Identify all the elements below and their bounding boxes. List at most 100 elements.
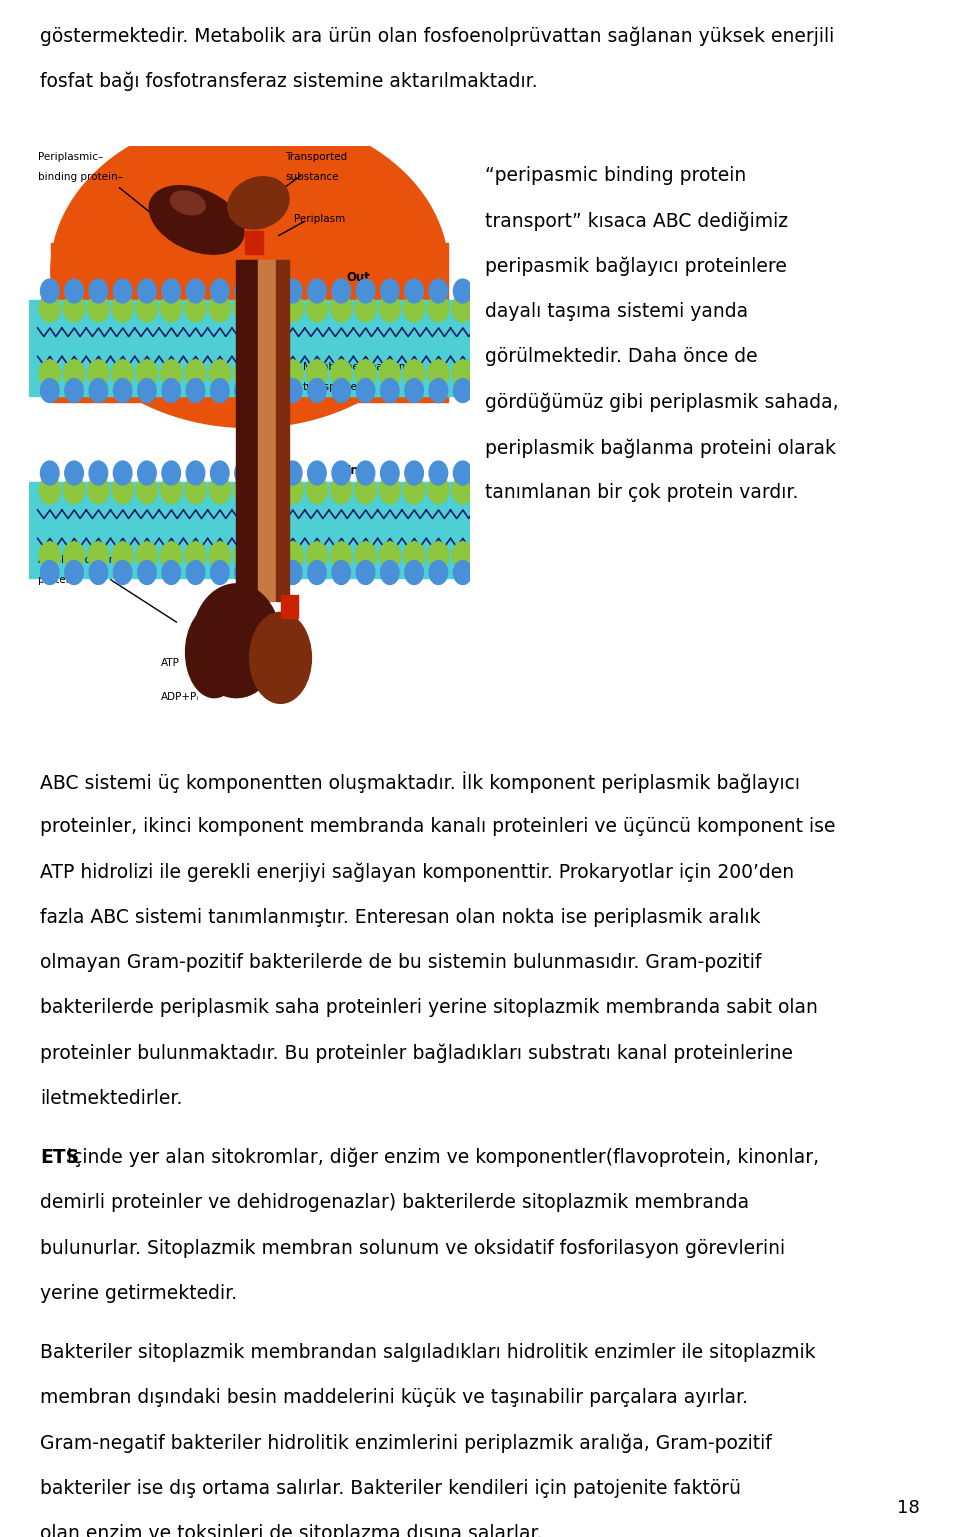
Circle shape bbox=[453, 461, 472, 486]
Circle shape bbox=[137, 461, 156, 486]
Circle shape bbox=[136, 360, 157, 387]
Circle shape bbox=[210, 378, 229, 403]
Circle shape bbox=[429, 461, 447, 486]
Circle shape bbox=[330, 295, 351, 321]
Circle shape bbox=[258, 476, 279, 504]
Circle shape bbox=[63, 543, 84, 569]
Circle shape bbox=[209, 543, 230, 569]
Circle shape bbox=[332, 280, 350, 303]
Bar bbox=[245, 231, 263, 254]
Circle shape bbox=[137, 280, 156, 303]
Text: 18: 18 bbox=[897, 1499, 920, 1517]
Circle shape bbox=[64, 461, 84, 486]
Circle shape bbox=[307, 378, 326, 403]
Circle shape bbox=[258, 295, 279, 321]
Circle shape bbox=[332, 461, 350, 486]
Circle shape bbox=[380, 378, 399, 403]
Text: Gram-negatif bakteriler hidrolitik enzimlerini periplazmik aralığa, Gram-pozitif: Gram-negatif bakteriler hidrolitik enzim… bbox=[40, 1434, 772, 1452]
Circle shape bbox=[112, 295, 133, 321]
Circle shape bbox=[356, 461, 374, 486]
Circle shape bbox=[453, 280, 472, 303]
Text: protein: protein bbox=[37, 575, 75, 586]
Text: olmayan Gram-pozitif bakterilerde de bu sistemin bulunmasıdır. Gram-pozitif: olmayan Gram-pozitif bakterilerde de bu … bbox=[40, 953, 761, 971]
Circle shape bbox=[39, 476, 60, 504]
Circle shape bbox=[259, 280, 277, 303]
Ellipse shape bbox=[250, 612, 311, 704]
Text: ATP–hydrolyzing: ATP–hydrolyzing bbox=[37, 555, 123, 566]
Circle shape bbox=[162, 561, 180, 584]
Circle shape bbox=[113, 280, 132, 303]
Circle shape bbox=[186, 378, 204, 403]
Circle shape bbox=[355, 476, 376, 504]
Text: Bakteriler sitoplazmik membrandan salgıladıkları hidrolitik enzimler ile sitopla: Bakteriler sitoplazmik membrandan salgıl… bbox=[40, 1343, 816, 1362]
Circle shape bbox=[40, 461, 60, 486]
Circle shape bbox=[137, 378, 156, 403]
Circle shape bbox=[356, 280, 374, 303]
Circle shape bbox=[452, 360, 473, 387]
Circle shape bbox=[405, 561, 423, 584]
Circle shape bbox=[380, 561, 399, 584]
Text: görülmektedir. Daha önce de: görülmektedir. Daha önce de bbox=[485, 347, 757, 366]
Bar bbox=[276, 260, 289, 601]
Circle shape bbox=[40, 561, 60, 584]
Circle shape bbox=[136, 476, 157, 504]
Circle shape bbox=[380, 461, 399, 486]
Text: periplasmik bağlanma proteini olarak: periplasmik bağlanma proteini olarak bbox=[485, 438, 836, 458]
Circle shape bbox=[235, 561, 253, 584]
Circle shape bbox=[63, 476, 84, 504]
Circle shape bbox=[258, 543, 279, 569]
Circle shape bbox=[160, 543, 181, 569]
Circle shape bbox=[330, 476, 351, 504]
Circle shape bbox=[209, 476, 230, 504]
Circle shape bbox=[186, 561, 204, 584]
Circle shape bbox=[87, 295, 108, 321]
Circle shape bbox=[330, 360, 351, 387]
Circle shape bbox=[428, 360, 449, 387]
Text: binding protein–: binding protein– bbox=[37, 172, 123, 181]
Circle shape bbox=[379, 295, 400, 321]
Circle shape bbox=[235, 378, 253, 403]
Circle shape bbox=[282, 360, 303, 387]
Text: demirli proteinler ve dehidrogenazlar) bakterilerde sitoplazmik membranda: demirli proteinler ve dehidrogenazlar) b… bbox=[40, 1193, 750, 1213]
Circle shape bbox=[380, 280, 399, 303]
Circle shape bbox=[40, 280, 60, 303]
Circle shape bbox=[113, 461, 132, 486]
Circle shape bbox=[112, 360, 133, 387]
Circle shape bbox=[87, 543, 108, 569]
Text: gördüğümüz gibi periplasmik sahada,: gördüğümüz gibi periplasmik sahada, bbox=[485, 392, 838, 412]
Text: ATP: ATP bbox=[161, 658, 180, 669]
Circle shape bbox=[355, 543, 376, 569]
Circle shape bbox=[233, 476, 254, 504]
Circle shape bbox=[136, 295, 157, 321]
Circle shape bbox=[332, 378, 350, 403]
Circle shape bbox=[258, 360, 279, 387]
Bar bbox=[29, 300, 470, 397]
Circle shape bbox=[379, 360, 400, 387]
Circle shape bbox=[112, 543, 133, 569]
Ellipse shape bbox=[228, 177, 289, 229]
Text: olan enzim ve toksinleri de sitoplazma dışına salarlar.: olan enzim ve toksinleri de sitoplazma d… bbox=[40, 1525, 542, 1537]
Text: Transported: Transported bbox=[285, 152, 348, 161]
Circle shape bbox=[87, 360, 108, 387]
Circle shape bbox=[233, 295, 254, 321]
Circle shape bbox=[428, 476, 449, 504]
Circle shape bbox=[235, 461, 253, 486]
Circle shape bbox=[429, 378, 447, 403]
Circle shape bbox=[282, 543, 303, 569]
Circle shape bbox=[233, 360, 254, 387]
Circle shape bbox=[89, 378, 108, 403]
Text: göstermektedir. Metabolik ara ürün olan fosfoenolprüvattan sağlanan yüksek enerj: göstermektedir. Metabolik ara ürün olan … bbox=[40, 26, 834, 46]
Circle shape bbox=[39, 360, 60, 387]
Circle shape bbox=[453, 378, 472, 403]
Circle shape bbox=[185, 360, 206, 387]
Circle shape bbox=[356, 378, 374, 403]
Circle shape bbox=[403, 543, 424, 569]
Text: ETS: ETS bbox=[40, 1148, 80, 1167]
Circle shape bbox=[428, 543, 449, 569]
Text: fazla ABC sistemi tanımlanmıştır. Enteresan olan nokta ise periplasmik aralık: fazla ABC sistemi tanımlanmıştır. Entere… bbox=[40, 907, 761, 927]
Text: transport” kısaca ABC dediğimiz: transport” kısaca ABC dediğimiz bbox=[485, 211, 788, 231]
Text: ABC sistemi üç komponentten oluşmaktadır. İlk komponent periplasmik bağlayıcı: ABC sistemi üç komponentten oluşmaktadır… bbox=[40, 772, 801, 793]
Circle shape bbox=[185, 476, 206, 504]
Circle shape bbox=[160, 360, 181, 387]
Circle shape bbox=[185, 543, 206, 569]
